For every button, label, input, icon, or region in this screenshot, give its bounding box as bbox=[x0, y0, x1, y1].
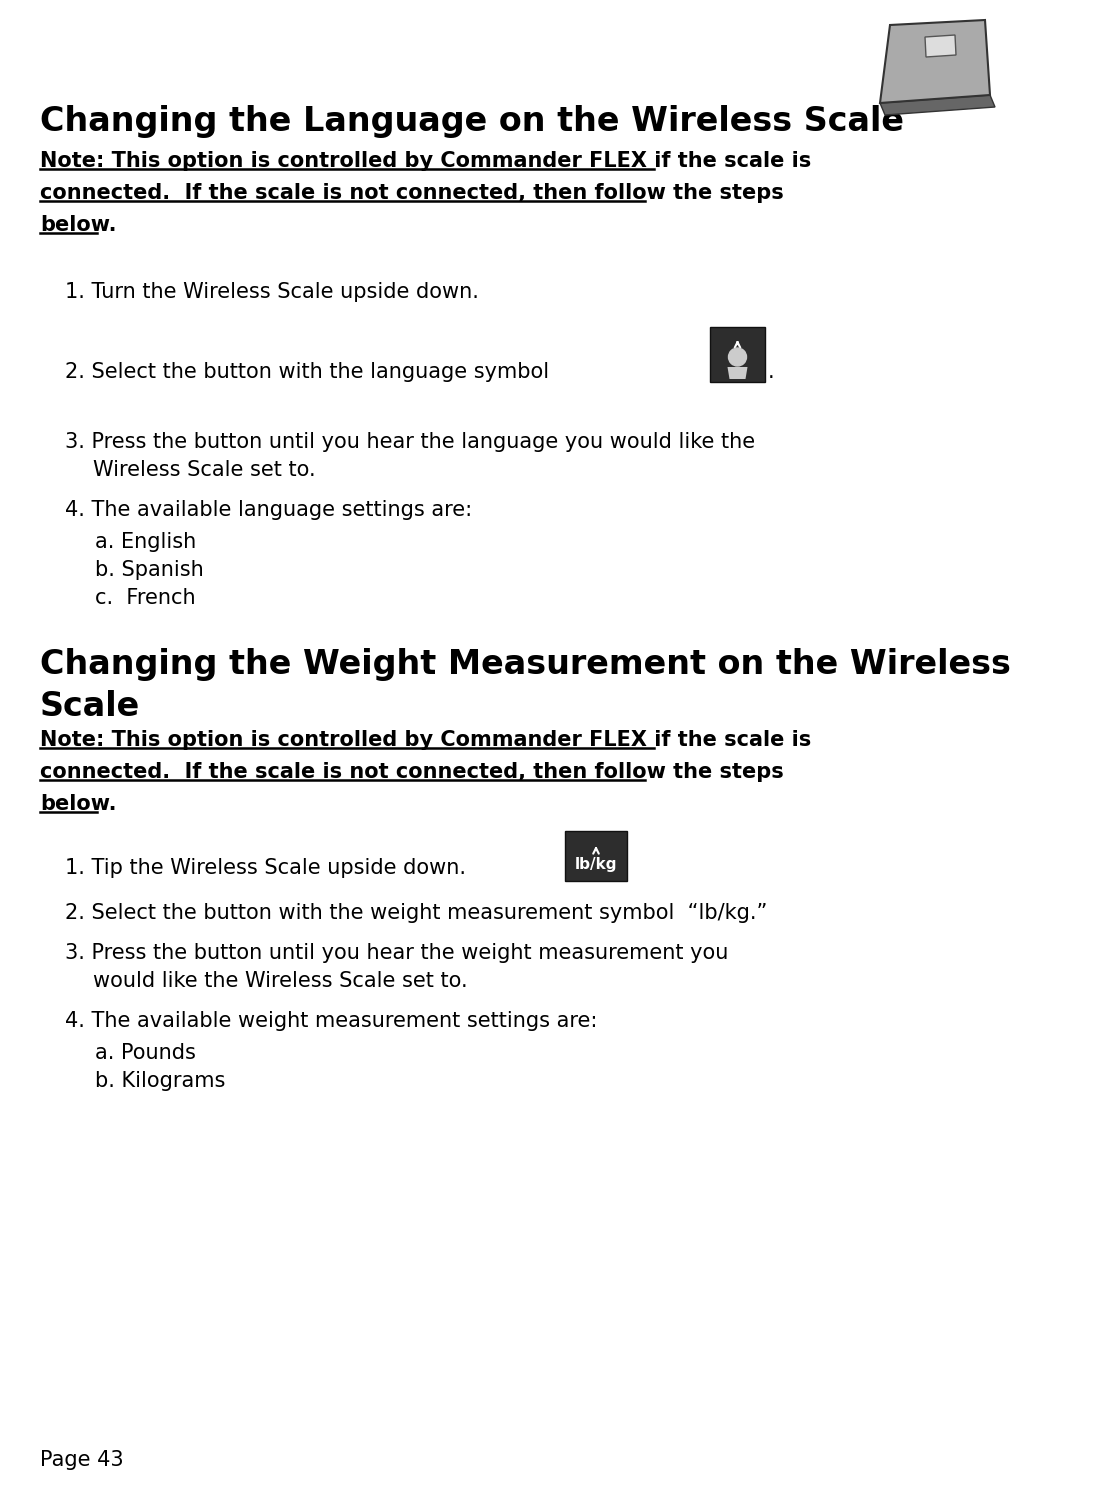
Text: lb/kg: lb/kg bbox=[575, 857, 617, 872]
Text: 4. The available weight measurement settings are:: 4. The available weight measurement sett… bbox=[65, 1011, 597, 1032]
Text: 2. Select the button with the language symbol: 2. Select the button with the language s… bbox=[65, 362, 549, 383]
Text: a. Pounds: a. Pounds bbox=[95, 1044, 196, 1063]
Text: 3. Press the button until you hear the weight measurement you: 3. Press the button until you hear the w… bbox=[65, 943, 728, 963]
Polygon shape bbox=[880, 19, 990, 103]
Polygon shape bbox=[880, 96, 995, 115]
Text: connected.  If the scale is not connected, then follow the steps: connected. If the scale is not connected… bbox=[40, 762, 784, 782]
Text: Changing the Language on the Wireless Scale: Changing the Language on the Wireless Sc… bbox=[40, 105, 904, 138]
Text: below.: below. bbox=[40, 215, 117, 235]
Text: 2. Select the button with the weight measurement symbol  “lb/kg.”: 2. Select the button with the weight mea… bbox=[65, 903, 767, 922]
Text: 1. Turn the Wireless Scale upside down.: 1. Turn the Wireless Scale upside down. bbox=[65, 283, 479, 302]
Text: 1. Tip the Wireless Scale upside down.: 1. Tip the Wireless Scale upside down. bbox=[65, 858, 466, 878]
Polygon shape bbox=[727, 366, 747, 380]
Text: a. English: a. English bbox=[95, 532, 196, 552]
Circle shape bbox=[728, 348, 746, 366]
Text: 3. Press the button until you hear the language you would like the: 3. Press the button until you hear the l… bbox=[65, 432, 755, 451]
Polygon shape bbox=[925, 34, 957, 57]
Text: below.: below. bbox=[40, 794, 117, 813]
Text: connected.  If the scale is not connected, then follow the steps: connected. If the scale is not connected… bbox=[40, 182, 784, 203]
Text: .: . bbox=[768, 362, 775, 383]
FancyBboxPatch shape bbox=[710, 327, 765, 383]
Text: c.  French: c. French bbox=[95, 588, 196, 608]
Text: Changing the Weight Measurement on the Wireless: Changing the Weight Measurement on the W… bbox=[40, 647, 1011, 682]
Text: Note: This option is controlled by Commander FLEX if the scale is: Note: This option is controlled by Comma… bbox=[40, 151, 811, 170]
Text: Note: This option is controlled by Commander FLEX if the scale is: Note: This option is controlled by Comma… bbox=[40, 730, 811, 750]
Text: would like the Wireless Scale set to.: would like the Wireless Scale set to. bbox=[93, 970, 467, 991]
Text: b. Kilograms: b. Kilograms bbox=[95, 1070, 226, 1091]
Text: b. Spanish: b. Spanish bbox=[95, 561, 204, 580]
Text: Scale: Scale bbox=[40, 691, 140, 724]
Text: Page 43: Page 43 bbox=[40, 1450, 123, 1470]
Text: Wireless Scale set to.: Wireless Scale set to. bbox=[93, 460, 315, 480]
FancyBboxPatch shape bbox=[565, 831, 627, 881]
Text: 4. The available language settings are:: 4. The available language settings are: bbox=[65, 499, 472, 520]
